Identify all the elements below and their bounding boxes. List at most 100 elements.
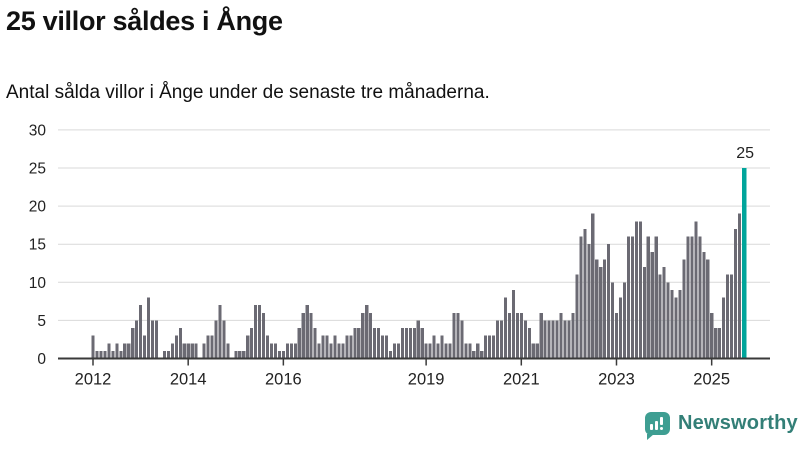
bar [246, 335, 250, 359]
bar [353, 328, 357, 359]
x-axis-label: 2014 [170, 371, 207, 389]
y-axis-label: 0 [37, 351, 46, 368]
bar [646, 236, 650, 359]
x-axis-label: 2023 [598, 371, 635, 389]
bar [678, 289, 682, 359]
bar [103, 350, 107, 359]
bar [702, 251, 706, 359]
bar [503, 297, 508, 359]
bar [682, 259, 686, 359]
bar [147, 297, 151, 359]
bar [277, 350, 281, 359]
y-axis-label: 10 [29, 275, 47, 292]
bar [266, 335, 270, 359]
bar [254, 305, 258, 359]
bar [611, 282, 615, 359]
bar [583, 228, 587, 359]
bar [365, 305, 369, 359]
bar [674, 297, 678, 359]
bar [698, 236, 702, 359]
bar [333, 335, 337, 359]
bar [710, 312, 714, 359]
bar [269, 343, 274, 359]
bar [706, 259, 710, 359]
bar [737, 213, 742, 359]
y-axis-label: 30 [29, 122, 47, 139]
bar [186, 343, 190, 359]
bar [642, 267, 646, 359]
x-axis-label: 2012 [75, 371, 112, 389]
bar [448, 343, 452, 359]
bar [373, 328, 377, 359]
bar [523, 320, 527, 359]
bar [543, 320, 547, 359]
bar [111, 350, 115, 359]
bar [170, 343, 174, 359]
bar [154, 320, 159, 359]
y-axis-label: 20 [29, 199, 47, 216]
bar [531, 343, 535, 359]
bar [273, 343, 278, 359]
bar [666, 282, 670, 359]
bar [603, 259, 607, 359]
bar [511, 289, 515, 359]
bar [143, 335, 147, 359]
bar [404, 328, 408, 359]
bar [317, 343, 321, 359]
bar [123, 343, 127, 359]
bar [127, 343, 131, 359]
bar [690, 236, 694, 359]
newsworthy-logo: Newsworthy [645, 412, 798, 440]
bar [733, 228, 738, 359]
bar [484, 335, 488, 359]
bar [107, 343, 111, 359]
bar [396, 343, 400, 359]
bar [607, 244, 611, 359]
bar [480, 350, 484, 359]
bar-value-annotation: 25 [736, 145, 754, 162]
bar [587, 244, 591, 359]
bar [730, 274, 734, 359]
bar [638, 221, 642, 359]
bar [551, 320, 555, 359]
bar [630, 236, 634, 359]
bar [412, 328, 416, 359]
bar [436, 343, 440, 359]
bar [416, 320, 420, 359]
bar [357, 328, 361, 359]
bar [166, 350, 170, 359]
bar [341, 343, 345, 359]
bar [575, 274, 579, 359]
bar [115, 343, 119, 359]
bar [150, 320, 155, 359]
bar [599, 267, 603, 359]
bar [242, 350, 246, 359]
bar [424, 343, 428, 359]
x-axis-label: 2021 [503, 371, 540, 389]
bar [527, 328, 531, 359]
bar [579, 236, 583, 359]
bar [337, 343, 341, 359]
bar [91, 335, 95, 359]
bar [468, 343, 472, 359]
newsworthy-wordmark: Newsworthy [678, 412, 798, 434]
bar [313, 328, 317, 359]
bar [218, 305, 222, 359]
bar [428, 343, 432, 359]
bar [496, 320, 500, 359]
bar [694, 221, 698, 359]
bar [289, 343, 293, 359]
bar [250, 328, 254, 359]
bar [361, 312, 365, 359]
bar [400, 328, 404, 359]
bar [488, 335, 492, 359]
bar [634, 221, 638, 359]
bar [182, 343, 186, 359]
bar [222, 320, 226, 359]
bar [309, 312, 313, 359]
bar [258, 305, 262, 359]
bar [559, 312, 563, 359]
y-axis-label: 5 [37, 313, 46, 330]
bar [174, 335, 178, 359]
